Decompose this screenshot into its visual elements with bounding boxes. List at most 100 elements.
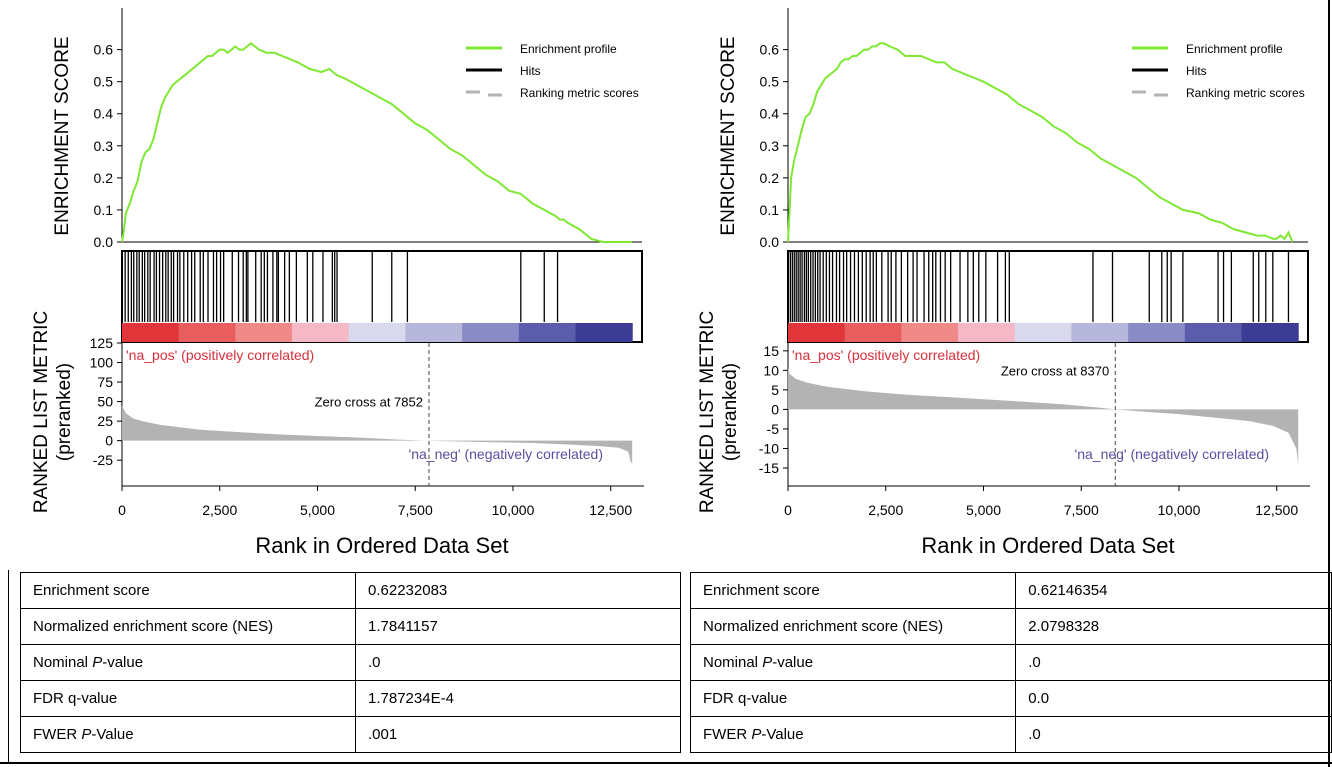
stat-label-pre: Nominal: [33, 654, 93, 671]
stat-label-post: -Value: [761, 726, 804, 743]
heatmap-segment: [235, 323, 293, 342]
heatmap-segment: [178, 323, 236, 342]
metric-y-tick-label: 100: [90, 355, 114, 371]
stat-value: 0.0: [1015, 680, 1332, 717]
metric-y-tick-label: 0: [771, 401, 779, 417]
metric-y-axis-title-1: RANKED LIST METRIC: [31, 311, 52, 513]
x-tick-label: 12,500: [589, 502, 632, 518]
x-tick-label: 0: [118, 502, 126, 518]
stat-label-post: -value: [102, 654, 144, 671]
heatmap-segment: [462, 323, 520, 342]
table-row: FDR q-value 1.787234E-4: [20, 680, 681, 717]
es-y-tick-label: 0.5: [94, 74, 114, 90]
table-row: FDR q-value 0.0: [689, 680, 1332, 717]
stat-label-pre: FWER: [703, 726, 752, 743]
x-tick-label: 2,500: [868, 502, 903, 518]
es-y-tick-label: 0.0: [760, 234, 780, 250]
stat-label: Nominal P-value: [689, 644, 1017, 681]
heatmap-segment: [1128, 323, 1186, 342]
es-y-tick-label: 0.3: [94, 138, 114, 154]
es-y-axis-title: ENRICHMENT SCORE: [52, 36, 73, 235]
x-tick-label: 10,000: [1158, 502, 1201, 518]
frame-border-left: [8, 570, 9, 762]
es-y-tick-label: 0.6: [760, 42, 780, 58]
pos-correlated-label: 'na_pos' (positively correlated): [792, 347, 980, 363]
heatmap-segment: [575, 323, 633, 342]
table-row: Normalized enrichment score (NES) 2.0798…: [689, 608, 1332, 645]
metric-y-tick-label: 15: [763, 343, 779, 359]
gsea-plot-right: 0.0 0.1 0.2 0.3 0.4 0.5 0.6 ENRICHMENT SCORE Enr…: [697, 8, 1310, 558]
stat-value: .0: [355, 644, 681, 681]
neg-correlated-label: 'na_neg' (negatively correlated): [1075, 446, 1269, 462]
heatmap-segment: [348, 323, 406, 342]
es-y-tick-label: 0.0: [94, 234, 114, 250]
metric-y-tick-label: 125: [90, 335, 114, 351]
stat-label: Normalized enrichment score (NES): [689, 608, 1017, 645]
heatmap-segment: [844, 323, 902, 342]
stat-value: .0: [1015, 644, 1332, 681]
legend-hits-label: Hits: [1186, 64, 1207, 78]
zero-cross-label: Zero cross at 8370: [1001, 363, 1109, 378]
heatmap-segment: [405, 323, 463, 342]
zero-cross-label: Zero cross at 7852: [315, 395, 423, 410]
heatmap-segment: [901, 323, 959, 342]
es-y-axis-title: ENRICHMENT SCORE: [718, 36, 739, 235]
es-y-tick-label: 0.5: [760, 74, 780, 90]
stat-label-post: -value: [772, 654, 814, 671]
metric-y-tick-label: 50: [97, 394, 113, 410]
table-row: FWER P-Value .001: [20, 716, 681, 753]
metric-y-tick-label: -15: [759, 460, 779, 476]
heatmap-segment: [1014, 323, 1072, 342]
enrichment-profile-line: [787, 42, 1294, 243]
stat-label: Enrichment score: [689, 572, 1017, 609]
stat-label-ital: P: [751, 726, 762, 743]
neg-correlated-label: 'na_neg' (negatively correlated): [409, 446, 603, 462]
stat-value: 1.787234E-4: [355, 680, 681, 717]
table-row: FWER P-Value .0: [689, 716, 1332, 753]
stat-label-ital: P: [762, 654, 773, 671]
frame-border-bottom: [0, 762, 1332, 764]
metric-y-tick-label: -10: [759, 440, 779, 456]
table-row: Nominal P-value .0: [20, 644, 681, 681]
metric-y-tick-label: 10: [763, 362, 779, 378]
metric-y-axis-title-2: (preranked): [54, 363, 75, 461]
table-row: Enrichment score 0.62146354: [689, 572, 1332, 609]
table-row: Enrichment score 0.62232083: [20, 572, 681, 609]
es-y-tick-label: 0.1: [94, 202, 114, 218]
es-y-tick-label: 0.1: [760, 202, 780, 218]
frame-border-right: [1328, 0, 1330, 767]
metric-y-axis-title-1: RANKED LIST METRIC: [697, 311, 718, 513]
ranking-metric-area: [122, 405, 633, 465]
table-row: Nominal P-value .0: [689, 644, 1332, 681]
heatmap-segment: [788, 323, 846, 342]
metric-y-tick-label: -5: [767, 421, 780, 437]
es-y-tick-label: 0.2: [760, 170, 780, 186]
metric-y-tick-label: 0: [105, 433, 113, 449]
stat-value: 0.62146354: [1015, 572, 1332, 609]
stat-label: FWER P-Value: [689, 716, 1017, 753]
pos-correlated-label: 'na_pos' (positively correlated): [126, 347, 314, 363]
stat-label: Nominal P-value: [20, 644, 356, 681]
enrichment-profile-line: [121, 41, 633, 243]
es-y-tick-label: 0.6: [94, 42, 114, 58]
heatmap-segment: [1071, 323, 1129, 342]
stats-table-left: Enrichment score 0.62232083 Normalized e…: [20, 572, 681, 753]
stat-label: Normalized enrichment score (NES): [20, 608, 356, 645]
stat-label: FWER P-Value: [20, 716, 356, 753]
stat-value: 2.0798328: [1015, 608, 1332, 645]
x-tick-label: 7,500: [398, 502, 433, 518]
stat-label: FDR q-value: [20, 680, 356, 717]
stat-label-ital: P: [92, 654, 103, 671]
metric-y-tick-label: 25: [97, 413, 113, 429]
metric-y-tick-label: 5: [771, 382, 779, 398]
legend-profile-label: Enrichment profile: [1186, 42, 1283, 56]
x-tick-label: 2,500: [202, 502, 237, 518]
stat-value: 0.62232083: [355, 572, 681, 609]
metric-y-tick-label: 75: [97, 374, 113, 390]
es-y-tick-label: 0.2: [94, 170, 114, 186]
x-tick-label: 5,000: [300, 502, 335, 518]
x-tick-label: 12,500: [1255, 502, 1298, 518]
es-y-tick-label: 0.4: [760, 106, 780, 122]
table-row: Normalized enrichment score (NES) 1.7841…: [20, 608, 681, 645]
x-tick-label: 7,500: [1064, 502, 1099, 518]
